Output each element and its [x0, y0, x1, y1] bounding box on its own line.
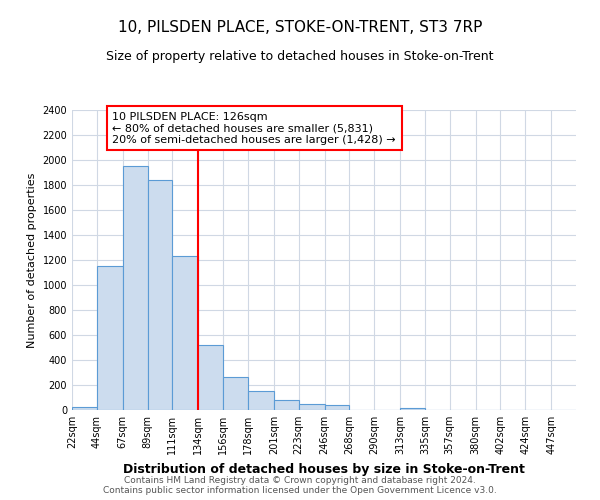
Bar [248, 391, 274, 410]
Y-axis label: Number of detached properties: Number of detached properties [27, 172, 37, 348]
Text: Contains HM Land Registry data © Crown copyright and database right 2024.
Contai: Contains HM Land Registry data © Crown c… [103, 476, 497, 495]
Bar [325, 405, 349, 410]
Bar [223, 377, 248, 410]
Bar [148, 180, 172, 410]
Text: 10, PILSDEN PLACE, STOKE-ON-TRENT, ST3 7RP: 10, PILSDEN PLACE, STOKE-ON-TRENT, ST3 7… [118, 20, 482, 35]
X-axis label: Distribution of detached houses by size in Stoke-on-Trent: Distribution of detached houses by size … [123, 462, 525, 475]
Text: 10 PILSDEN PLACE: 126sqm
← 80% of detached houses are smaller (5,831)
20% of sem: 10 PILSDEN PLACE: 126sqm ← 80% of detach… [112, 112, 396, 144]
Bar [400, 408, 425, 410]
Bar [72, 407, 97, 410]
Bar [123, 166, 148, 410]
Bar [299, 404, 325, 410]
Text: Size of property relative to detached houses in Stoke-on-Trent: Size of property relative to detached ho… [106, 50, 494, 63]
Bar [172, 256, 198, 410]
Bar [97, 266, 123, 410]
Bar [198, 345, 223, 410]
Bar [274, 400, 299, 410]
